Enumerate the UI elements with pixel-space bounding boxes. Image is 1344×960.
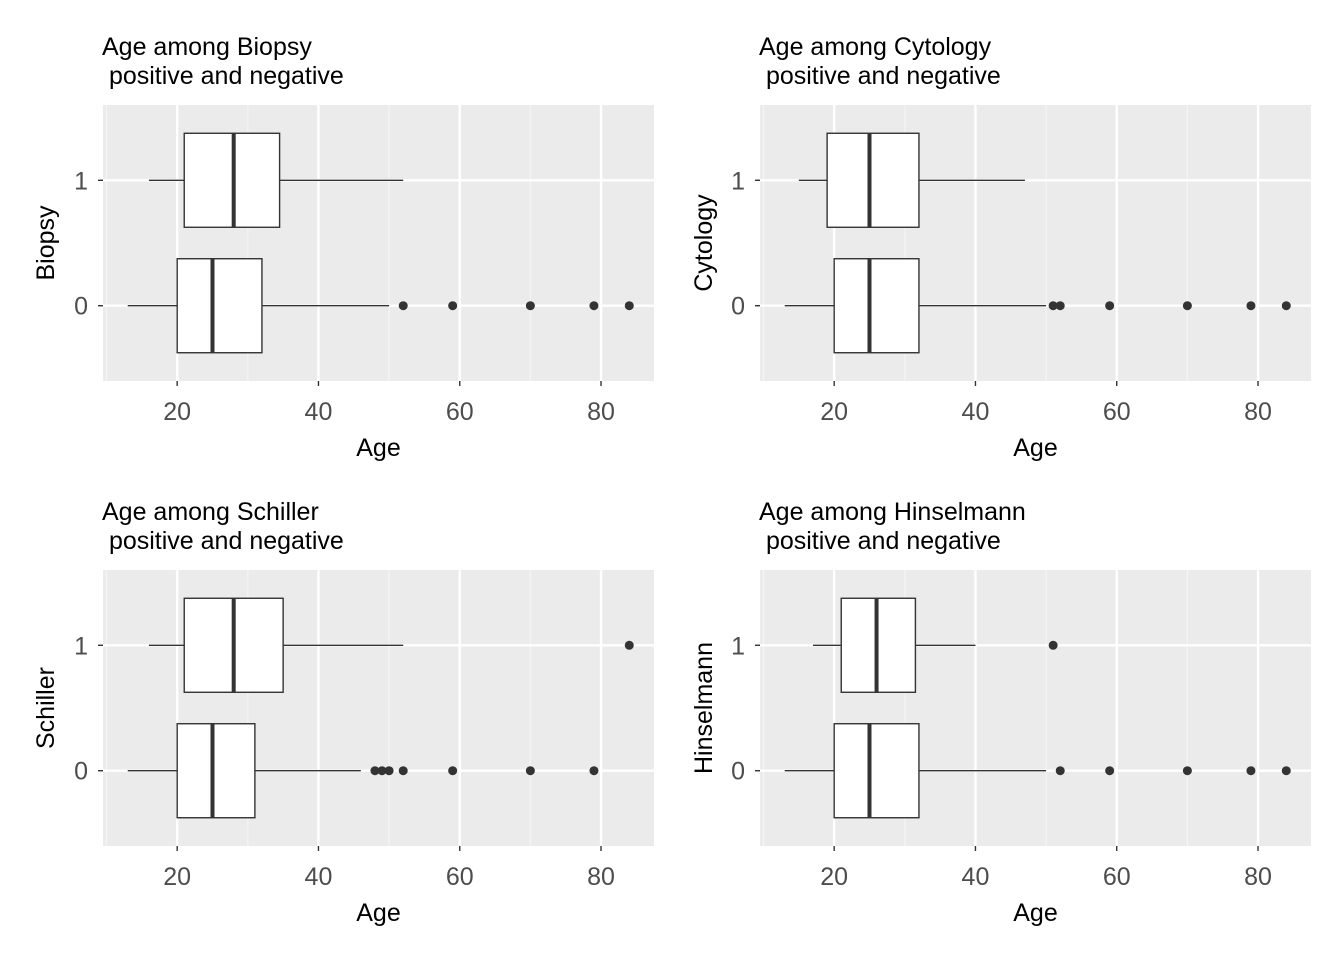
panel-title-line: Age among Schiller xyxy=(102,498,319,526)
x-tick-label: 80 xyxy=(1244,398,1272,426)
outlier-point xyxy=(1281,301,1291,311)
outlier-point xyxy=(589,766,599,776)
panel-title: Age among Biopsy positive and negative xyxy=(102,33,344,90)
outlier-point xyxy=(448,301,458,311)
y-tick-label: 0 xyxy=(74,293,88,321)
outlier-point xyxy=(624,301,634,311)
outlier-point xyxy=(1048,640,1058,650)
chart-panel-cytology: 20 40 60 80 1 0 Age among Cytology positive an… xyxy=(690,33,1311,462)
y-axis-title: Cytology xyxy=(690,194,718,292)
chart-panel-hinselmann: 20 40 60 80 1 0 Age among Hinselmann positive … xyxy=(690,498,1311,927)
x-tick-label: 80 xyxy=(1244,863,1272,891)
y-tick-label: 1 xyxy=(731,632,745,660)
x-tick-label: 60 xyxy=(446,863,474,891)
outlier-point xyxy=(1055,766,1065,776)
y-tick-label: 0 xyxy=(731,758,745,786)
y-tick-label: 0 xyxy=(74,758,88,786)
x-tick-label: 80 xyxy=(587,863,615,891)
outlier-point xyxy=(525,301,535,311)
x-tick-label: 20 xyxy=(820,863,848,891)
x-tick-label: 40 xyxy=(962,863,990,891)
box-iqr xyxy=(176,258,263,354)
x-axis-title: Age xyxy=(356,434,400,462)
x-tick-label: 20 xyxy=(820,398,848,426)
panel-title-line: Age among Cytology xyxy=(759,33,992,61)
y-tick-label: 0 xyxy=(731,293,745,321)
outlier-point xyxy=(398,766,408,776)
x-tick-label: 60 xyxy=(1103,863,1131,891)
x-axis-title: Age xyxy=(1013,434,1057,462)
y-axis-title: Schiller xyxy=(32,667,60,749)
outlier-point xyxy=(1281,766,1291,776)
outlier-point xyxy=(384,766,394,776)
box-0 xyxy=(127,258,634,354)
y-tick-label: 1 xyxy=(74,167,88,195)
chart-panel-biopsy: 20 40 60 80 1 0 Age among Biopsy positive and … xyxy=(32,33,654,462)
outlier-point xyxy=(370,766,380,776)
outlier-point xyxy=(377,766,387,776)
panel-title-line: positive and negative xyxy=(102,62,344,90)
outlier-point xyxy=(448,766,458,776)
x-tick-label: 60 xyxy=(1103,398,1131,426)
outlier-point xyxy=(398,301,408,311)
y-axis-title: Biopsy xyxy=(32,205,60,281)
outlier-point xyxy=(1105,301,1115,311)
outlier-point xyxy=(1055,301,1065,311)
panel-title-line: positive and negative xyxy=(102,527,344,555)
y-tick-label: 1 xyxy=(731,167,745,195)
panel-title-line: Age among Hinselmann xyxy=(759,498,1026,526)
panel-title-line: Age among Biopsy xyxy=(102,33,312,61)
panel-title-line: positive and negative xyxy=(759,527,1001,555)
box-iqr xyxy=(833,258,920,354)
chart-panel-schiller: 20 40 60 80 1 0 Age among Schiller positive an… xyxy=(32,498,654,927)
panel-title: Age among Hinselmann positive and negati… xyxy=(759,498,1026,555)
box-1 xyxy=(812,597,1058,693)
box-0 xyxy=(784,723,1291,819)
y-axis-title: Hinselmann xyxy=(690,642,718,774)
x-tick-label: 20 xyxy=(163,398,191,426)
outlier-point xyxy=(525,766,535,776)
x-tick-label: 40 xyxy=(305,863,333,891)
outlier-point xyxy=(1246,766,1256,776)
outlier-point xyxy=(624,640,634,650)
x-axis-title: Age xyxy=(356,899,400,927)
outlier-point xyxy=(1182,301,1192,311)
outlier-point xyxy=(1048,301,1058,311)
box-1 xyxy=(148,132,404,228)
box-0 xyxy=(127,723,599,819)
box-iqr xyxy=(176,723,256,819)
y-tick-label: 1 xyxy=(74,632,88,660)
box-1 xyxy=(148,597,634,693)
x-tick-label: 40 xyxy=(962,398,990,426)
panel-title-line: positive and negative xyxy=(759,62,1001,90)
outlier-point xyxy=(589,301,599,311)
x-axis-title: Age xyxy=(1013,899,1057,927)
box-iqr xyxy=(826,132,920,228)
x-tick-label: 60 xyxy=(446,398,474,426)
panel-title: Age among Schiller positive and negative xyxy=(102,498,344,555)
x-tick-label: 40 xyxy=(305,398,333,426)
x-tick-label: 20 xyxy=(163,863,191,891)
box-iqr xyxy=(833,723,920,819)
outlier-point xyxy=(1246,301,1256,311)
outlier-point xyxy=(1105,766,1115,776)
box-1 xyxy=(798,132,1025,228)
box-0 xyxy=(784,258,1291,354)
panel-title: Age among Cytology positive and negative xyxy=(759,33,1001,90)
x-tick-label: 80 xyxy=(587,398,615,426)
outlier-point xyxy=(1182,766,1192,776)
